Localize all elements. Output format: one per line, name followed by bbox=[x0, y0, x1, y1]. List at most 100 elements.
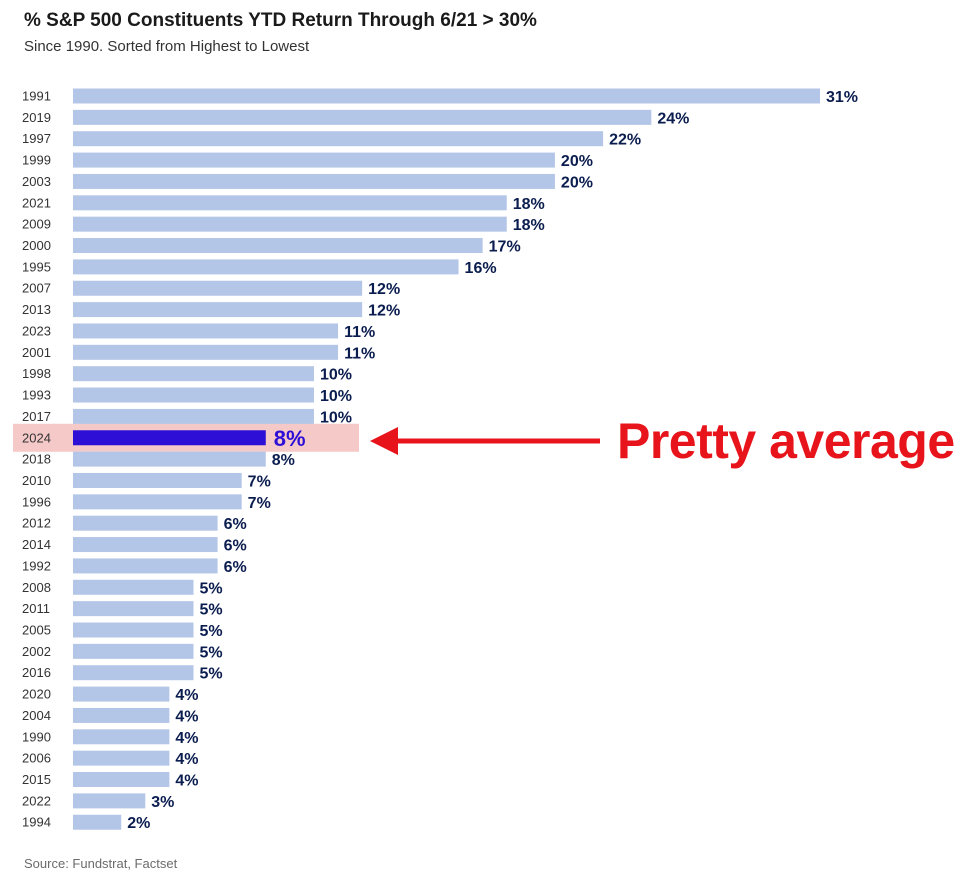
data-label: 10% bbox=[320, 388, 352, 405]
category-label: 1993 bbox=[22, 388, 51, 403]
data-label: 8% bbox=[274, 426, 306, 451]
bar bbox=[73, 323, 339, 339]
data-label: 4% bbox=[175, 773, 198, 790]
data-label: 24% bbox=[657, 110, 689, 127]
bar bbox=[73, 472, 242, 488]
source-note: Source: Fundstrat, Factset bbox=[24, 856, 178, 871]
data-label: 5% bbox=[199, 602, 222, 619]
bar bbox=[73, 643, 194, 659]
category-label: 2023 bbox=[22, 323, 51, 338]
category-label: 1991 bbox=[22, 89, 51, 104]
bar bbox=[73, 173, 555, 189]
bar bbox=[73, 195, 507, 211]
category-label: 2013 bbox=[22, 302, 51, 317]
data-label: 4% bbox=[175, 730, 198, 747]
data-label: 20% bbox=[561, 174, 593, 191]
bar bbox=[73, 366, 314, 382]
data-label: 10% bbox=[320, 409, 352, 426]
category-label: 2016 bbox=[22, 665, 51, 680]
bar bbox=[73, 131, 604, 147]
data-label: 10% bbox=[320, 367, 352, 384]
bar bbox=[73, 344, 339, 360]
data-label: 16% bbox=[465, 260, 497, 277]
bar bbox=[73, 109, 652, 125]
callout-text: Pretty average bbox=[617, 413, 955, 469]
category-label: 2017 bbox=[22, 409, 51, 424]
category-label: 2003 bbox=[22, 174, 51, 189]
category-label: 2010 bbox=[22, 473, 51, 488]
data-label: 5% bbox=[199, 666, 222, 683]
bar bbox=[73, 408, 314, 424]
category-label: 2014 bbox=[22, 537, 51, 552]
category-label: 2022 bbox=[22, 793, 51, 808]
data-label: 20% bbox=[561, 153, 593, 170]
bar bbox=[73, 579, 194, 595]
data-label: 7% bbox=[248, 473, 271, 490]
category-label: 1995 bbox=[22, 259, 51, 274]
category-label: 2007 bbox=[22, 281, 51, 296]
category-label: 2006 bbox=[22, 751, 51, 766]
bar bbox=[73, 88, 820, 104]
bar bbox=[73, 515, 218, 531]
bar bbox=[73, 772, 170, 788]
category-label: 2008 bbox=[22, 580, 51, 595]
bar bbox=[73, 387, 314, 403]
data-label: 4% bbox=[175, 687, 198, 704]
bar bbox=[73, 259, 459, 275]
category-label: 2012 bbox=[22, 516, 51, 531]
chart-subtitle: Since 1990. Sorted from Highest to Lowes… bbox=[24, 38, 310, 55]
bar bbox=[73, 558, 218, 574]
category-label: 2015 bbox=[22, 772, 51, 787]
bar bbox=[73, 729, 170, 745]
bar bbox=[73, 686, 170, 702]
data-label: 5% bbox=[199, 623, 222, 640]
category-label: 1998 bbox=[22, 366, 51, 381]
data-label: 12% bbox=[368, 281, 400, 298]
data-label: 11% bbox=[344, 324, 375, 341]
data-label: 3% bbox=[151, 794, 174, 811]
data-label: 5% bbox=[199, 644, 222, 661]
callout-arrow-head bbox=[370, 427, 398, 455]
category-label: 2024 bbox=[22, 430, 51, 445]
data-label: 6% bbox=[224, 559, 247, 576]
bar bbox=[73, 216, 507, 232]
category-label: 2002 bbox=[22, 644, 51, 659]
category-label: 1999 bbox=[22, 153, 51, 168]
chart-title: % S&P 500 Constituents YTD Return Throug… bbox=[24, 10, 537, 31]
category-label: 2020 bbox=[22, 687, 51, 702]
bar bbox=[73, 280, 363, 296]
category-label: 2004 bbox=[22, 708, 51, 723]
bar bbox=[73, 302, 363, 318]
bar bbox=[73, 238, 483, 254]
data-label: 7% bbox=[248, 495, 271, 512]
data-label: 4% bbox=[175, 708, 198, 725]
data-label: 22% bbox=[609, 132, 641, 149]
category-label: 1992 bbox=[22, 558, 51, 573]
data-label: 31% bbox=[826, 89, 858, 106]
data-label: 18% bbox=[513, 196, 545, 213]
category-label: 2021 bbox=[22, 195, 51, 210]
category-label: 2011 bbox=[22, 601, 50, 616]
category-label: 2019 bbox=[22, 110, 51, 125]
category-label: 2001 bbox=[22, 345, 51, 360]
bar bbox=[73, 814, 122, 830]
bar bbox=[73, 750, 170, 766]
category-label: 1997 bbox=[22, 131, 51, 146]
data-label: 12% bbox=[368, 303, 400, 320]
bar bbox=[73, 601, 194, 617]
bar-highlight bbox=[73, 430, 266, 446]
category-label: 2000 bbox=[22, 238, 51, 253]
category-label: 1994 bbox=[22, 815, 51, 830]
category-label: 2018 bbox=[22, 452, 51, 467]
data-label: 4% bbox=[175, 751, 198, 768]
data-label: 11% bbox=[344, 345, 375, 362]
category-label: 1996 bbox=[22, 494, 51, 509]
bar bbox=[73, 665, 194, 681]
category-label: 2005 bbox=[22, 623, 51, 638]
bar bbox=[73, 793, 146, 809]
category-label: 1990 bbox=[22, 729, 51, 744]
data-label: 6% bbox=[224, 538, 247, 555]
data-label: 6% bbox=[224, 516, 247, 533]
bar bbox=[73, 494, 242, 510]
bar bbox=[73, 451, 266, 467]
